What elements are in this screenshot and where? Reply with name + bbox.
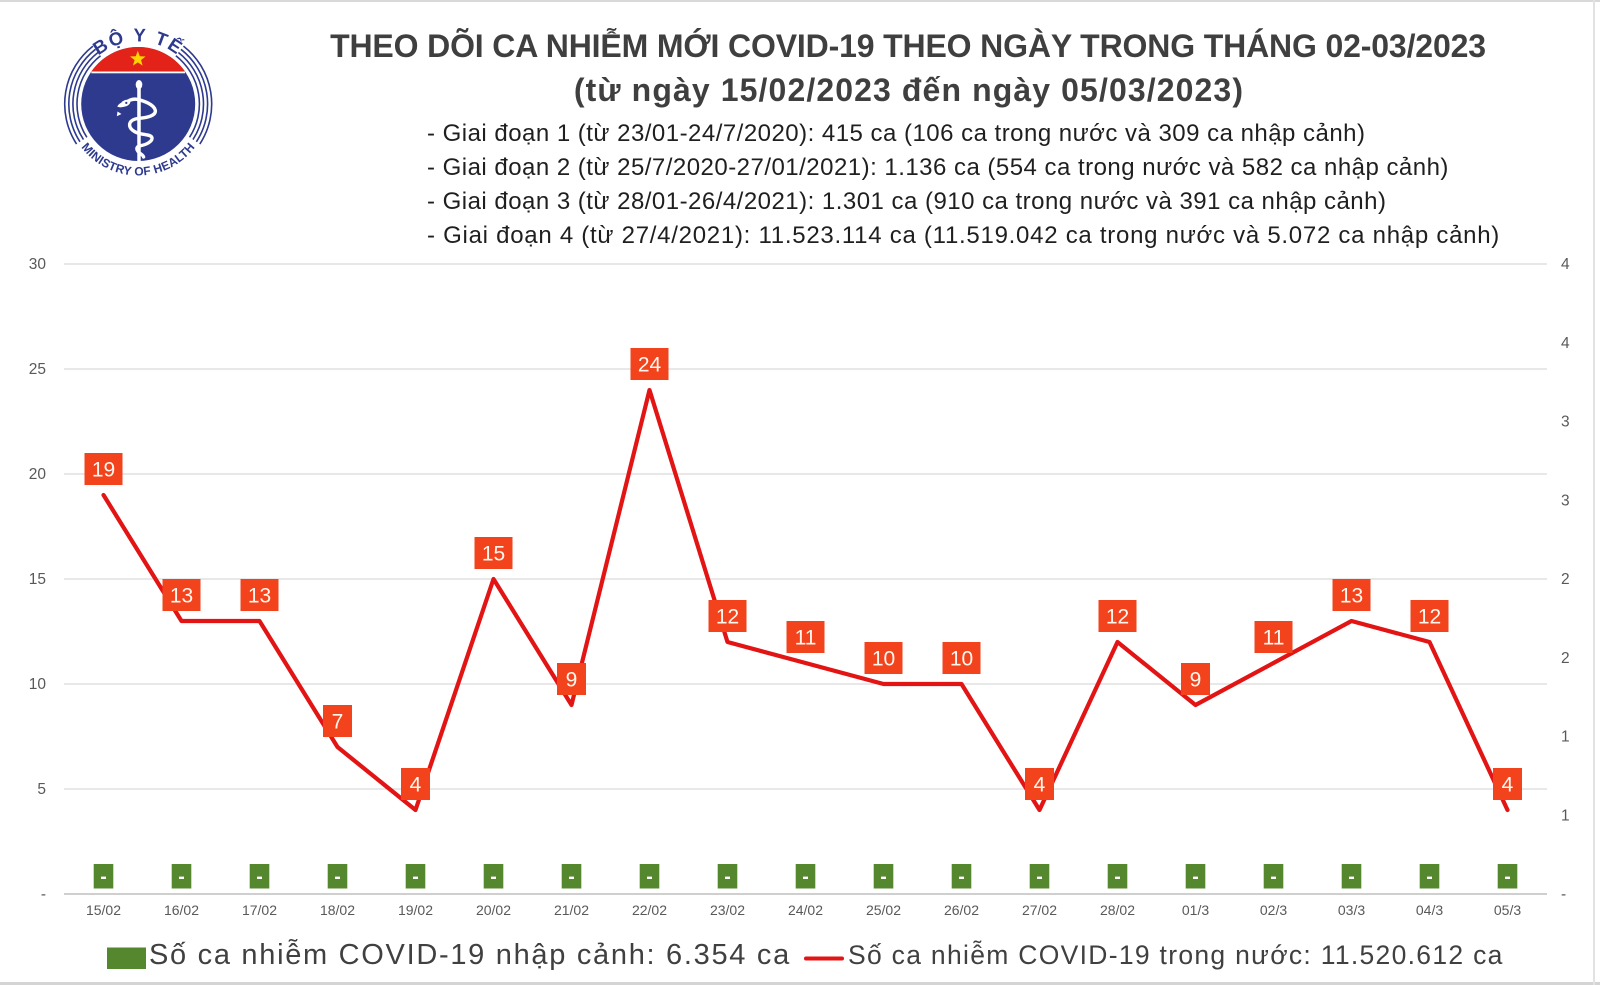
svg-text:10: 10 xyxy=(950,648,973,671)
svg-text:10: 10 xyxy=(29,676,47,693)
svg-text:10: 10 xyxy=(872,648,895,671)
svg-text:05/3: 05/3 xyxy=(1494,902,1521,918)
svg-text:03/3: 03/3 xyxy=(1338,902,1365,918)
svg-text:1: 1 xyxy=(1561,808,1570,825)
svg-text:13: 13 xyxy=(170,585,193,608)
svg-text:11: 11 xyxy=(795,627,817,650)
svg-text:25/02: 25/02 xyxy=(866,902,901,918)
svg-text:13: 13 xyxy=(1340,585,1363,608)
svg-text:-: - xyxy=(1561,886,1566,903)
svg-text:24/02: 24/02 xyxy=(788,902,823,918)
svg-text:2: 2 xyxy=(1561,571,1570,588)
svg-text:21/02: 21/02 xyxy=(554,902,589,918)
svg-text:13: 13 xyxy=(248,585,271,608)
svg-text:12: 12 xyxy=(716,606,739,629)
svg-text:23/02: 23/02 xyxy=(710,902,745,918)
svg-text:9: 9 xyxy=(1190,669,1202,692)
svg-text:11: 11 xyxy=(1263,627,1285,650)
svg-text:7: 7 xyxy=(332,711,344,734)
svg-text:02/3: 02/3 xyxy=(1260,902,1287,918)
svg-text:3: 3 xyxy=(1561,492,1570,509)
svg-text:Số ca nhiễm COVID-19 nhập cảnh: Số ca nhiễm COVID-19 nhập cảnh: 6.354 ca xyxy=(149,938,791,971)
svg-text:3: 3 xyxy=(1561,414,1570,431)
svg-text:4: 4 xyxy=(1561,335,1570,352)
svg-text:26/02: 26/02 xyxy=(944,902,979,918)
svg-text:15: 15 xyxy=(482,543,505,566)
svg-text:4: 4 xyxy=(1034,774,1046,797)
svg-text:-: - xyxy=(41,886,46,903)
svg-text:15/02: 15/02 xyxy=(86,902,121,918)
svg-text:28/02: 28/02 xyxy=(1100,902,1135,918)
svg-text:5: 5 xyxy=(37,781,46,798)
svg-text:24: 24 xyxy=(638,354,662,377)
svg-text:04/3: 04/3 xyxy=(1416,902,1443,918)
svg-text:Số ca nhiễm COVID-19 trong nướ: Số ca nhiễm COVID-19 trong nước: 11.520.… xyxy=(848,940,1504,970)
svg-text:18/02: 18/02 xyxy=(320,902,355,918)
svg-text:20/02: 20/02 xyxy=(476,902,511,918)
svg-text:30: 30 xyxy=(29,256,47,273)
svg-text:20: 20 xyxy=(29,466,47,483)
svg-text:22/02: 22/02 xyxy=(632,902,667,918)
svg-text:25: 25 xyxy=(29,361,46,378)
svg-text:17/02: 17/02 xyxy=(242,902,277,918)
svg-text:19/02: 19/02 xyxy=(398,902,433,918)
svg-text:4: 4 xyxy=(410,774,422,797)
svg-text:9: 9 xyxy=(566,669,578,692)
svg-text:12: 12 xyxy=(1418,606,1441,629)
svg-text:15: 15 xyxy=(29,571,46,588)
svg-text:19: 19 xyxy=(92,459,115,482)
svg-text:1: 1 xyxy=(1561,729,1570,746)
svg-text:12: 12 xyxy=(1106,606,1129,629)
svg-text:2: 2 xyxy=(1561,650,1570,667)
svg-text:4: 4 xyxy=(1561,256,1570,273)
svg-text:27/02: 27/02 xyxy=(1022,902,1057,918)
svg-text:01/3: 01/3 xyxy=(1182,902,1209,918)
svg-text:4: 4 xyxy=(1502,774,1514,797)
svg-text:16/02: 16/02 xyxy=(164,902,199,918)
